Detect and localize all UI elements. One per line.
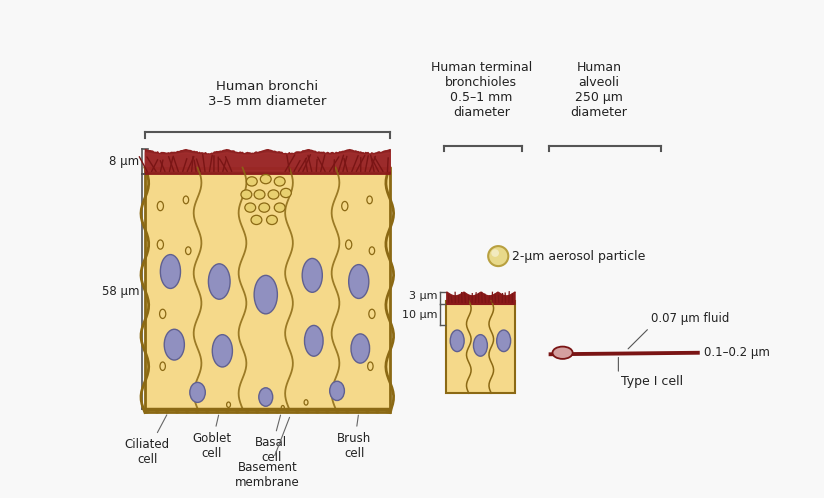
Ellipse shape bbox=[259, 203, 269, 212]
Ellipse shape bbox=[268, 190, 279, 199]
Text: Basal
cell: Basal cell bbox=[255, 415, 288, 464]
Ellipse shape bbox=[208, 264, 230, 299]
Ellipse shape bbox=[305, 325, 323, 356]
Ellipse shape bbox=[259, 388, 273, 406]
Circle shape bbox=[346, 410, 349, 413]
Circle shape bbox=[266, 410, 269, 413]
Polygon shape bbox=[549, 351, 700, 356]
Circle shape bbox=[186, 410, 189, 413]
Circle shape bbox=[366, 410, 369, 413]
Circle shape bbox=[216, 410, 218, 413]
Text: 0.07 μm fluid: 0.07 μm fluid bbox=[651, 312, 729, 325]
Ellipse shape bbox=[450, 330, 464, 352]
Ellipse shape bbox=[251, 215, 262, 225]
Text: 8 μm: 8 μm bbox=[110, 155, 139, 168]
Text: Goblet
cell: Goblet cell bbox=[192, 415, 231, 460]
Ellipse shape bbox=[161, 254, 180, 288]
Text: 58 μm: 58 μm bbox=[102, 285, 139, 298]
Ellipse shape bbox=[260, 174, 271, 184]
Ellipse shape bbox=[190, 382, 205, 402]
Ellipse shape bbox=[351, 334, 370, 363]
Ellipse shape bbox=[274, 203, 285, 212]
Ellipse shape bbox=[254, 275, 278, 314]
Circle shape bbox=[326, 410, 329, 413]
Text: Human
alveoli
250 μm
diameter: Human alveoli 250 μm diameter bbox=[570, 61, 627, 120]
Ellipse shape bbox=[213, 335, 232, 367]
Text: 3 μm: 3 μm bbox=[410, 291, 438, 301]
Circle shape bbox=[256, 410, 259, 413]
Circle shape bbox=[236, 410, 239, 413]
Circle shape bbox=[488, 246, 508, 266]
Circle shape bbox=[306, 410, 309, 413]
Circle shape bbox=[356, 410, 358, 413]
Ellipse shape bbox=[497, 330, 511, 352]
Circle shape bbox=[206, 410, 208, 413]
Text: Human bronchi
3–5 mm diameter: Human bronchi 3–5 mm diameter bbox=[208, 80, 326, 108]
Ellipse shape bbox=[254, 190, 265, 199]
Circle shape bbox=[196, 410, 199, 413]
Ellipse shape bbox=[302, 258, 322, 292]
Ellipse shape bbox=[266, 215, 278, 225]
Ellipse shape bbox=[274, 177, 285, 186]
Ellipse shape bbox=[280, 188, 292, 198]
Circle shape bbox=[226, 410, 228, 413]
Circle shape bbox=[176, 410, 179, 413]
Polygon shape bbox=[447, 301, 514, 393]
Ellipse shape bbox=[245, 203, 255, 212]
Circle shape bbox=[156, 410, 158, 413]
Text: 2-μm aerosol particle: 2-μm aerosol particle bbox=[513, 249, 645, 262]
Text: Ciliated
cell: Ciliated cell bbox=[124, 415, 170, 466]
Text: Basement
membrane: Basement membrane bbox=[235, 417, 300, 489]
Text: Brush
cell: Brush cell bbox=[337, 415, 372, 460]
Circle shape bbox=[146, 410, 148, 413]
Ellipse shape bbox=[553, 347, 573, 359]
Text: Type I cell: Type I cell bbox=[620, 375, 683, 388]
Circle shape bbox=[286, 410, 288, 413]
Circle shape bbox=[376, 410, 379, 413]
Text: 0.1–0.2 μm: 0.1–0.2 μm bbox=[704, 346, 770, 359]
Circle shape bbox=[246, 410, 249, 413]
Polygon shape bbox=[145, 167, 390, 412]
Circle shape bbox=[276, 410, 279, 413]
Text: 10 μm: 10 μm bbox=[402, 310, 438, 320]
Ellipse shape bbox=[246, 177, 257, 186]
Ellipse shape bbox=[330, 381, 344, 400]
Circle shape bbox=[316, 410, 319, 413]
Circle shape bbox=[166, 410, 169, 413]
Text: Human terminal
bronchioles
0.5–1 mm
diameter: Human terminal bronchioles 0.5–1 mm diam… bbox=[431, 61, 531, 120]
Ellipse shape bbox=[349, 264, 369, 298]
Circle shape bbox=[336, 410, 339, 413]
Circle shape bbox=[491, 249, 499, 257]
Ellipse shape bbox=[241, 190, 252, 199]
Ellipse shape bbox=[164, 329, 185, 360]
Circle shape bbox=[386, 410, 389, 413]
Circle shape bbox=[296, 410, 299, 413]
Ellipse shape bbox=[474, 335, 488, 356]
